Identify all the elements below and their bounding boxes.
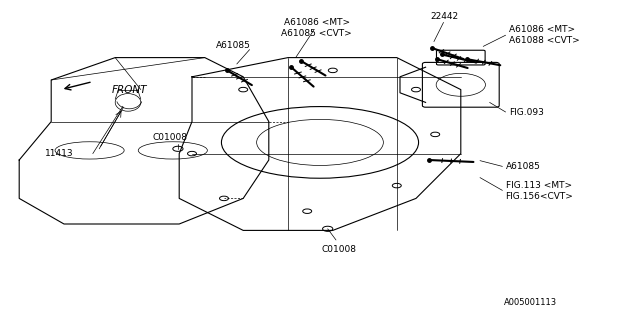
Text: FRONT: FRONT <box>112 84 147 95</box>
Text: C01008: C01008 <box>152 133 187 142</box>
Text: A61085 <CVT>: A61085 <CVT> <box>282 29 352 38</box>
Text: A005001113: A005001113 <box>504 298 557 307</box>
Text: A61086 <MT>: A61086 <MT> <box>509 25 575 34</box>
Text: A61085: A61085 <box>506 162 540 171</box>
Text: C01008: C01008 <box>322 245 356 254</box>
Text: FIG.156<CVT>: FIG.156<CVT> <box>506 192 573 201</box>
Text: 11413: 11413 <box>45 149 74 158</box>
Text: 22442: 22442 <box>431 12 459 21</box>
Text: A61085: A61085 <box>216 41 251 50</box>
Text: FIG.093: FIG.093 <box>509 108 543 116</box>
Text: A61086 <MT>: A61086 <MT> <box>284 18 350 27</box>
Text: A61088 <CVT>: A61088 <CVT> <box>509 36 580 45</box>
Text: FIG.113 <MT>: FIG.113 <MT> <box>506 181 572 190</box>
